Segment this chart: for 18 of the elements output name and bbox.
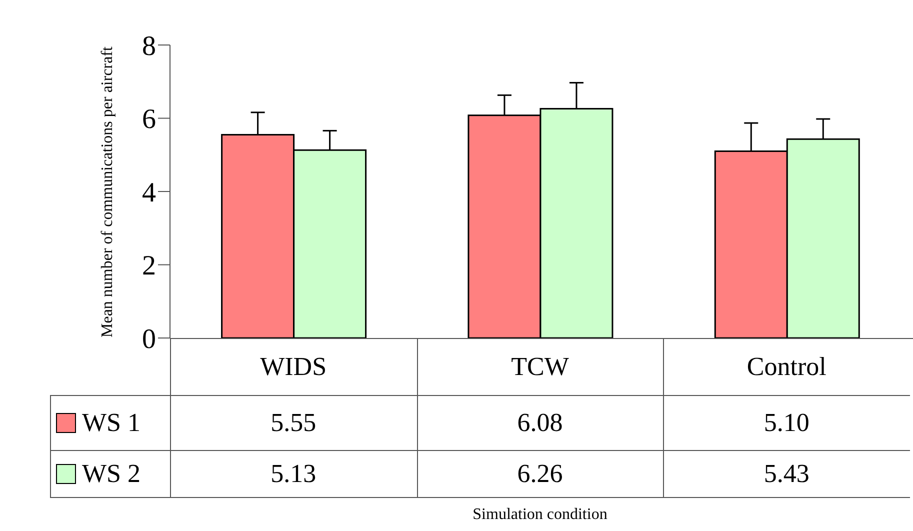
data-label: 5.13 (270, 458, 318, 490)
data-label: 5.55 (270, 407, 318, 439)
y-tick-label: 8 (142, 30, 156, 62)
x-tick-label: Control (746, 351, 828, 383)
y-tick-label: 4 (142, 177, 156, 208)
data-label: 5.10 (762, 407, 810, 439)
legend-label: WS 1 (82, 408, 140, 438)
y-axis-title: Mean number of communications per aircraft (99, 46, 116, 338)
legend-label: WS 2 (82, 458, 140, 488)
y-tick-label: 2 (142, 250, 156, 282)
data-label: 6.08 (516, 407, 564, 439)
x-tick-label: TCW (510, 351, 570, 383)
data-label: 6.26 (516, 458, 564, 490)
y-tick-label: 0 (142, 324, 156, 355)
data-label: 5.43 (762, 458, 810, 490)
text: Simulation condition (472, 506, 608, 523)
x-tick-label: WIDS (259, 351, 328, 383)
y-tick-label: 6 (142, 104, 156, 136)
